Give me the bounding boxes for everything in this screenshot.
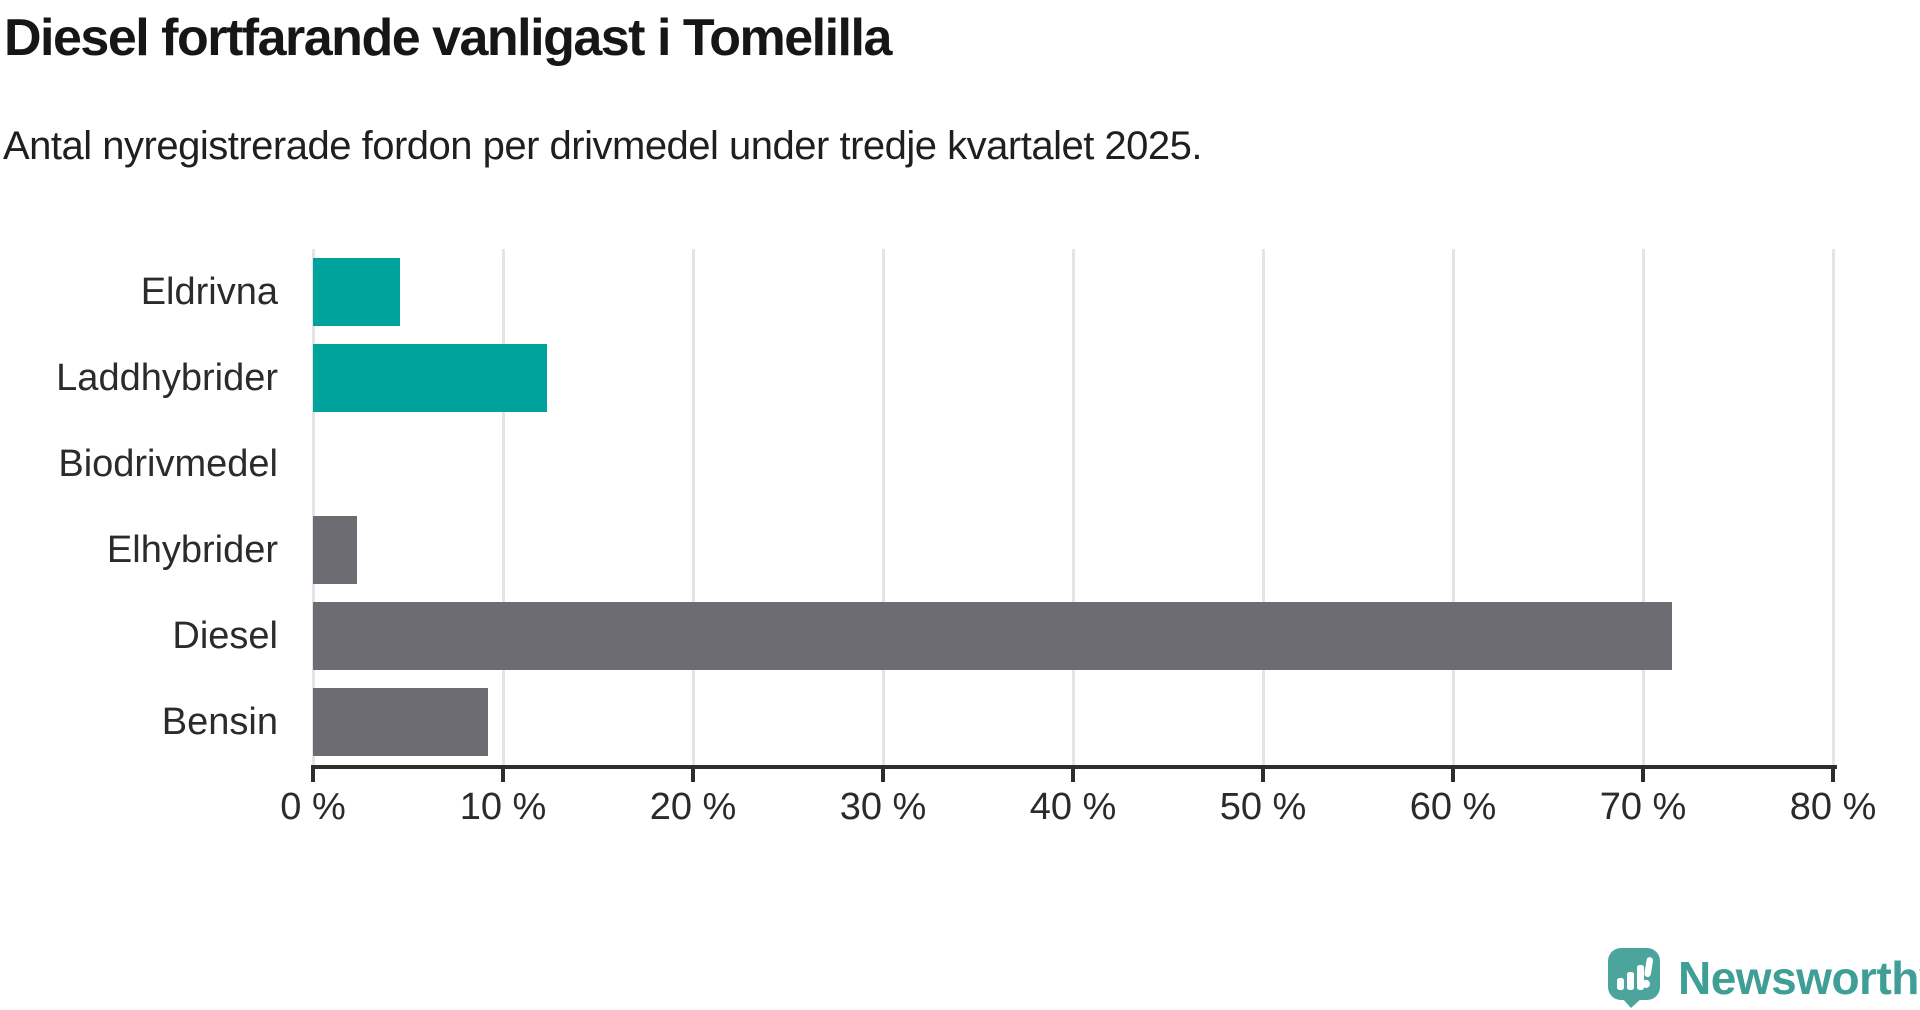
x-tick-label-40: 40 % (1029, 786, 1117, 828)
x-tick-50 (1261, 769, 1265, 782)
gridline-10 (501, 249, 505, 765)
gridline-70 (1641, 249, 1645, 765)
category-label-elhybrider: Elhybrider (106, 529, 278, 571)
x-tick-10 (501, 769, 505, 782)
newsworthy-logo: Newsworthy (1608, 948, 1920, 1008)
bar-laddhybrider (313, 344, 547, 412)
gridline-80 (1831, 249, 1835, 765)
bar-diesel (313, 602, 1672, 670)
gridline-0 (311, 249, 315, 765)
x-tick-0 (311, 769, 315, 782)
chart-subtitle: Antal nyregistrerade fordon per drivmede… (3, 124, 1203, 168)
gridline-60 (1451, 249, 1455, 765)
x-tick-70 (1641, 769, 1645, 782)
newsworthy-logo-text: Newsworthy (1678, 952, 1920, 1004)
bar-bensin (313, 688, 488, 756)
category-label-eldrivna: Eldrivna (140, 271, 278, 313)
x-tick-20 (691, 769, 695, 782)
gridline-20 (691, 249, 695, 765)
x-tick-40 (1071, 769, 1075, 782)
category-label-laddhybrider: Laddhybrider (56, 357, 278, 399)
x-tick-label-30: 30 % (839, 786, 927, 828)
gridline-40 (1071, 249, 1075, 765)
bar-eldrivna (313, 258, 401, 326)
category-label-diesel: Diesel (172, 615, 278, 657)
category-label-biodrivmedel: Biodrivmedel (58, 443, 278, 485)
x-tick-30 (881, 769, 885, 782)
x-tick-60 (1451, 769, 1455, 782)
x-tick-label-60: 60 % (1409, 786, 1497, 828)
gridline-30 (881, 249, 885, 765)
category-label-bensin: Bensin (161, 701, 278, 743)
chart-title: Diesel fortfarande vanligast i Tomelilla (4, 9, 892, 67)
x-tick-label-70: 70 % (1599, 786, 1687, 828)
newsworthy-logo-icon (1608, 948, 1660, 1008)
x-tick-label-0: 0 % (280, 786, 346, 828)
x-tick-label-10: 10 % (459, 786, 547, 828)
x-tick-label-50: 50 % (1219, 786, 1307, 828)
x-tick-label-20: 20 % (649, 786, 737, 828)
x-axis-line (311, 765, 1837, 769)
bar-elhybrider (313, 516, 357, 584)
gridline-50 (1261, 249, 1265, 765)
x-tick-80 (1831, 769, 1835, 782)
x-tick-label-80: 80 % (1789, 786, 1877, 828)
